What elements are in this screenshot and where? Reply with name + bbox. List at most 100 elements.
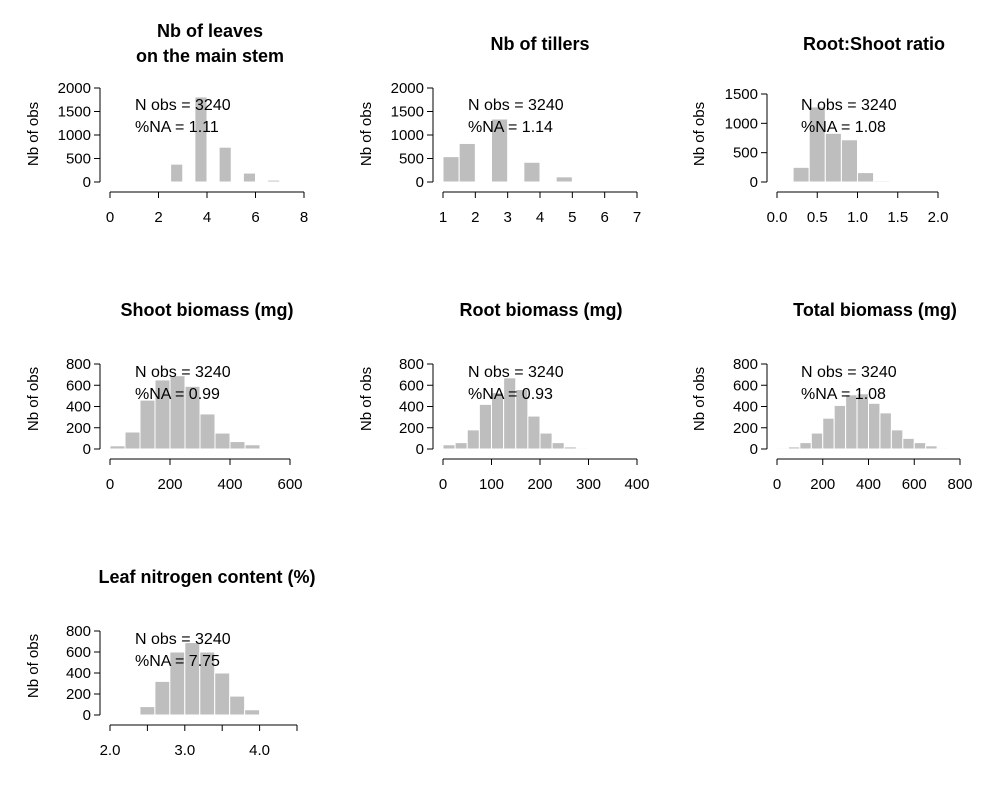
chart-title: Root biomass (mg) — [459, 300, 622, 320]
y-tick-label: 1000 — [391, 127, 424, 144]
x-tick-label: 100 — [479, 476, 504, 493]
y-tick-label: 0 — [416, 174, 424, 191]
x-tick-label: 0 — [106, 476, 114, 493]
x-tick-label: 2.0 — [100, 742, 121, 759]
x-tick-label: 7 — [633, 209, 641, 226]
histogram-bar — [879, 412, 892, 450]
x-tick-label: 0.5 — [807, 209, 828, 226]
y-tick-label: 1500 — [391, 104, 424, 121]
x-tick-label: 0 — [439, 476, 447, 493]
x-tick-label: 300 — [576, 476, 601, 493]
histogram-bar — [154, 680, 171, 716]
histogram-panel-7: 0 200 400 600 800 2.0 3.0 4.0 Nb of obs Leaf nitr… — [25, 567, 316, 759]
x-tick-label: 0 — [106, 209, 114, 226]
histogram-bar — [527, 415, 541, 450]
histogram-bar — [555, 176, 573, 183]
na-percent-annotation: %NA = 1.11 — [135, 119, 219, 136]
x-tick-label: 0 — [773, 476, 781, 493]
histogram-bar — [109, 445, 126, 450]
y-tick-label: 1000 — [725, 115, 758, 132]
y-tick-label: 800 — [66, 623, 91, 640]
na-percent-annotation: %NA = 1.08 — [801, 119, 886, 136]
histogram-bar — [214, 432, 231, 450]
x-tick-label: 1.0 — [847, 209, 868, 226]
chart-title: Total biomass (mg) — [793, 300, 957, 320]
histogram-bar — [523, 161, 541, 183]
n-obs-annotation: N obs = 3240 — [801, 97, 897, 114]
histogram-bar — [840, 139, 859, 183]
histogram-bar — [478, 403, 492, 450]
x-tick-label: 4 — [536, 209, 544, 226]
y-axis-label: Nb of obs — [358, 367, 375, 431]
y-tick-label: 600 — [733, 377, 758, 394]
y-tick-label: 1000 — [58, 127, 91, 144]
y-tick-label: 2000 — [58, 80, 91, 97]
y-tick-label: 400 — [66, 399, 91, 416]
x-tick-label: 8 — [300, 209, 308, 226]
y-axis-label: Nb of obs — [691, 367, 708, 431]
y-tick-label: 400 — [66, 665, 91, 682]
histogram-bar — [267, 179, 281, 183]
y-tick-label: 0 — [416, 441, 424, 458]
x-tick-label: 4.0 — [249, 742, 270, 759]
histogram-bar — [242, 172, 256, 183]
histogram-bar — [466, 429, 480, 450]
histogram-bar — [799, 442, 812, 450]
chart-title: Shoot biomass (mg) — [120, 300, 293, 320]
x-tick-label: 6 — [251, 209, 259, 226]
x-tick-label: 6 — [600, 209, 608, 226]
y-tick-label: 500 — [733, 145, 758, 162]
histogram-bar — [139, 399, 156, 450]
histogram-bar — [810, 432, 824, 450]
y-tick-label: 200 — [733, 420, 758, 437]
x-tick-label: 200 — [157, 476, 182, 493]
histogram-bar — [822, 417, 835, 450]
histogram-bar — [551, 442, 565, 450]
histogram-panel-5: 0 200 400 600 800 0 100 200 300 400 Nb of obs Root … — [358, 300, 650, 493]
histogram-bar — [873, 180, 891, 183]
na-percent-annotation: %NA = 0.93 — [468, 386, 553, 403]
histogram-bar — [170, 163, 184, 183]
x-tick-label: 3.0 — [174, 742, 195, 759]
y-tick-label: 0 — [750, 441, 758, 458]
histogram-bar — [442, 156, 460, 183]
histogram-bar — [787, 446, 801, 450]
y-tick-label: 0 — [83, 441, 91, 458]
x-tick-label: 2.0 — [928, 209, 949, 226]
y-tick-label: 400 — [733, 399, 758, 416]
x-tick-label: 800 — [947, 476, 972, 493]
histogram-bar — [244, 709, 261, 716]
histogram-bar — [229, 695, 246, 716]
x-tick-label: 200 — [810, 476, 835, 493]
histogram-bar — [902, 437, 915, 450]
y-tick-label: 600 — [66, 377, 91, 394]
histogram-bar — [442, 444, 456, 450]
x-tick-label: 5 — [568, 209, 576, 226]
x-tick-label: 400 — [217, 476, 242, 493]
histogram-bar — [194, 96, 208, 183]
n-obs-annotation: N obs = 3240 — [135, 631, 231, 648]
y-tick-label: 600 — [399, 377, 424, 394]
x-tick-label: 1 — [439, 209, 447, 226]
x-tick-label: 2 — [471, 209, 479, 226]
na-percent-annotation: %NA = 1.08 — [801, 386, 886, 403]
na-percent-annotation: %NA = 0.99 — [135, 386, 220, 403]
histogram-bar — [857, 172, 875, 183]
histogram-bar — [824, 132, 842, 183]
histogram-bar — [833, 404, 847, 450]
x-tick-label: 600 — [902, 476, 927, 493]
y-tick-label: 400 — [399, 399, 424, 416]
x-tick-label: 3 — [503, 209, 511, 226]
histogram-bar — [936, 447, 950, 450]
y-tick-label: 800 — [733, 356, 758, 373]
x-tick-label: 400 — [856, 476, 881, 493]
histogram-bar — [218, 146, 232, 183]
histogram-bar — [776, 447, 789, 450]
y-tick-label: 500 — [399, 151, 424, 168]
histogram-bar — [539, 432, 553, 450]
y-tick-label: 1500 — [58, 104, 91, 121]
histogram-panel-4: 0 200 400 600 800 0 200 400 600 Nb of obs Shoot bi… — [25, 300, 303, 493]
y-tick-label: 200 — [66, 686, 91, 703]
y-tick-label: 0 — [750, 174, 758, 191]
